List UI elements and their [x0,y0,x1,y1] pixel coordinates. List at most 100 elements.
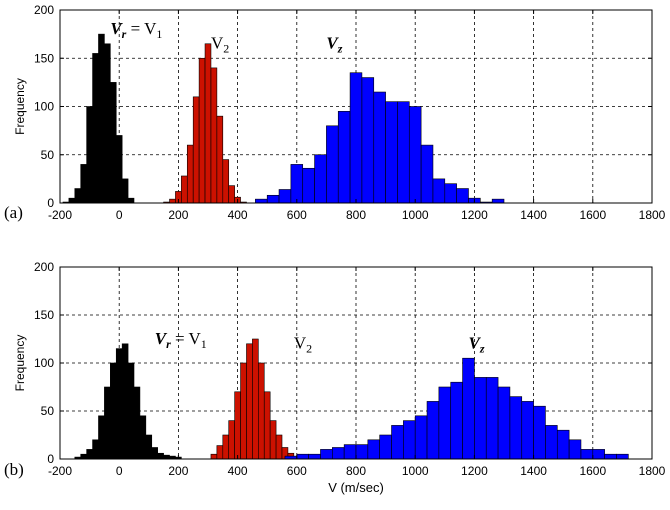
bar-series-2 [228,420,235,460]
bar-series-1 [92,53,99,204]
bar-series-3 [474,377,487,460]
panel-a: -200 0 200 400 600 800 1000 1200 1400 1600 1800050… [4,3,666,222]
bar-series-2 [222,159,230,204]
panel-b: -200 0 200 400 600 800 1000 1200 1400 1600 1800050… [4,260,666,495]
series-annotation: Vr = V1 [110,19,162,41]
bar-series-2 [234,391,241,460]
bar-series-2 [216,445,224,460]
bar-series-3 [426,401,440,460]
x-tick-label: 1600 [579,464,606,478]
y-tick-label: 100 [34,356,54,370]
series-annotation: Vr = V1 [155,329,207,351]
x-tick-label: 1200 [461,464,488,478]
bar-series-1 [86,106,93,204]
bar-series-1 [121,343,129,460]
bar-series-3 [361,77,375,204]
y-tick-label: 200 [34,260,54,274]
bar-series-1 [121,178,129,204]
x-tick-label: 1200 [461,208,488,222]
bar-series-3 [616,453,629,460]
bar-series-3 [266,194,280,204]
bar-series-3 [592,449,605,460]
bar-series-2 [246,343,253,460]
bar-series-3 [580,449,594,460]
y-tick-label: 150 [34,51,54,65]
bar-series-3 [509,396,523,460]
y-axis-label: Frequency [13,78,27,135]
bar-series-1 [80,164,87,204]
y-tick-label: 100 [34,100,54,114]
bar-series-1 [145,434,153,460]
bar-series-3 [556,429,570,460]
bar-series-3 [367,439,380,460]
x-tick-label: -200 [48,464,72,478]
x-tick-label: 1600 [579,208,606,222]
bar-series-3 [290,164,304,204]
bar-series-2 [275,434,283,460]
x-tick-label: 1000 [402,464,429,478]
y-tick-label: 0 [47,196,54,210]
bar-series-1 [110,362,117,460]
series-annotation: Vz [468,334,484,356]
y-tick-label: 200 [34,3,54,17]
bar-series-2 [228,185,235,204]
y-tick-label: 150 [34,308,54,322]
y-tick-label: 50 [41,404,55,418]
bar-series-1 [98,33,105,204]
bar-series-1 [115,135,123,204]
bar-series-3 [385,101,398,204]
x-tick-label: 200 [168,464,188,478]
bar-series-3 [302,167,315,204]
bar-series-3 [545,425,558,460]
bar-series-1 [110,82,117,204]
series-annotation: V2 [294,334,312,356]
bar-series-1 [115,348,123,460]
bar-series-3 [438,386,452,460]
bar-series-2 [186,144,194,204]
bar-series-3 [337,111,351,204]
x-tick-label: 600 [287,464,307,478]
bar-series-3 [450,381,463,460]
bar-series-3 [391,425,404,460]
panel-label: (a) [4,203,23,222]
bar-series-1 [80,453,87,460]
bar-series-1 [133,386,141,460]
bar-series-1 [104,386,111,460]
bar-series-3 [343,444,357,460]
bar-series-3 [456,188,469,204]
bar-series-1 [157,452,164,460]
bar-series-3 [278,189,292,204]
series-annotation: Vz [326,34,342,56]
bar-series-3 [255,198,268,204]
bar-series-1 [151,447,158,460]
bar-series-3 [420,144,434,204]
bar-series-3 [604,453,617,460]
bar-series-2 [210,453,218,460]
bar-series-2 [269,420,277,460]
bar-series-3 [373,91,386,204]
bar-series-3 [320,449,333,460]
bar-series-3 [408,106,422,204]
x-tick-label: 800 [346,464,366,478]
bar-series-3 [444,183,457,204]
bar-series-3 [414,415,428,460]
bar-series-2 [181,175,188,204]
bar-series-2 [258,362,265,460]
x-tick-label: 200 [168,208,188,222]
bar-series-2 [210,67,218,204]
x-tick-label: 1800 [639,464,666,478]
bar-series-3 [432,178,446,204]
bar-series-1 [86,449,93,460]
x-tick-label: -200 [48,208,72,222]
bar-series-3 [533,405,546,460]
bar-series-3 [485,377,499,460]
bar-series-1 [139,415,147,460]
bar-series-1 [127,197,135,204]
bar-series-2 [198,57,206,204]
bar-series-1 [104,43,111,204]
bar-series-1 [98,415,105,460]
bar-series-3 [491,198,505,204]
bar-series-2 [216,115,224,204]
bar-series-2 [263,391,271,460]
